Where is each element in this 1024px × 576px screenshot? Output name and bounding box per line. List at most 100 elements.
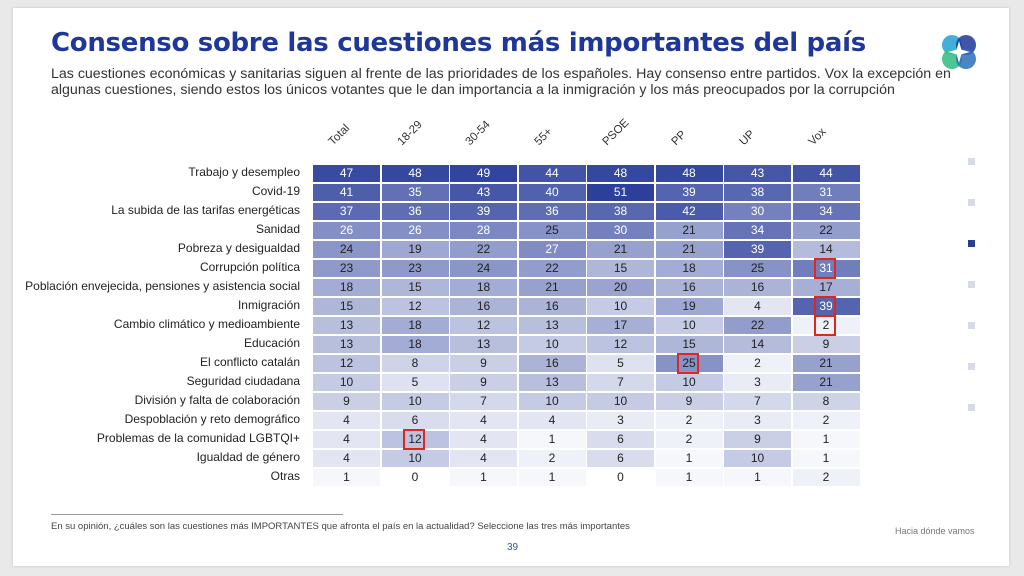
page-number: 39 xyxy=(507,542,519,553)
heatmap-cell: 12 xyxy=(313,355,380,372)
heatmap-cell: 26 xyxy=(381,222,449,239)
heatmap-cell: 39 xyxy=(724,241,791,258)
row-label: División y falta de colaboración xyxy=(134,393,300,407)
heatmap-cell: 21 xyxy=(655,222,723,239)
heatmap-cell: 20 xyxy=(587,279,654,296)
heatmap-cell: 8 xyxy=(792,393,860,410)
heatmap-cell: 13 xyxy=(313,317,380,334)
heatmap-cell: 21 xyxy=(655,241,723,258)
heatmap-cell: 42 xyxy=(655,203,723,220)
heatmap-cell: 26 xyxy=(313,222,380,239)
column-header: Total xyxy=(326,122,353,148)
heatmap-cell: 10 xyxy=(313,374,380,391)
heatmap-cell: 31 xyxy=(792,184,860,201)
heatmap-cell: 39 xyxy=(792,298,860,315)
heatmap-cell: 2 xyxy=(655,431,723,448)
heatmap-cell: 5 xyxy=(587,355,654,372)
heatmap-cell: 27 xyxy=(518,241,586,258)
heatmap-cell: 12 xyxy=(381,431,449,448)
row-label: Inmigración xyxy=(237,298,300,312)
heatmap-cell: 25 xyxy=(655,355,723,372)
heatmap-cell: 38 xyxy=(724,184,791,201)
heatmap-cell: 6 xyxy=(587,450,654,467)
nav-dot[interactable] xyxy=(968,158,975,165)
heatmap-cell: 47 xyxy=(313,165,380,182)
heatmap-cell: 7 xyxy=(587,374,654,391)
heatmap-cell: 41 xyxy=(313,184,380,201)
heatmap-cell: 1 xyxy=(655,450,723,467)
footnote-divider xyxy=(51,514,343,515)
heatmap-cell: 4 xyxy=(450,450,517,467)
heatmap-cell: 21 xyxy=(587,241,654,258)
heatmap-cell: 18 xyxy=(381,317,449,334)
slide: Consenso sobre las cuestiones más import… xyxy=(13,8,1009,566)
heatmap-cell: 1 xyxy=(518,431,586,448)
nav-dot[interactable] xyxy=(968,240,975,247)
heatmap-cell: 14 xyxy=(724,336,791,353)
heatmap-cell: 37 xyxy=(313,203,380,220)
heatmap-cell: 1 xyxy=(313,469,380,486)
nav-dot[interactable] xyxy=(968,199,975,206)
row-label: Covid-19 xyxy=(251,184,300,198)
heatmap-cell: 2 xyxy=(655,412,723,429)
heatmap-cell: 15 xyxy=(587,260,654,277)
heatmap-cell: 17 xyxy=(792,279,860,296)
nav-dot[interactable] xyxy=(968,404,975,411)
heatmap-cell: 28 xyxy=(450,222,517,239)
heatmap-cell: 25 xyxy=(518,222,586,239)
heatmap-cell: 13 xyxy=(518,374,586,391)
heatmap-cell: 43 xyxy=(450,184,517,201)
heatmap-cell: 30 xyxy=(587,222,654,239)
heatmap-cell: 9 xyxy=(655,393,723,410)
row-label: Trabajo y desempleo xyxy=(188,165,300,179)
footnote: En su opinión, ¿cuáles son las cuestione… xyxy=(51,521,630,532)
row-label: Problemas de la comunidad LGBTQI+ xyxy=(96,431,300,445)
heatmap-cell: 22 xyxy=(518,260,586,277)
row-label: Educación xyxy=(243,336,300,350)
heatmap-cell: 25 xyxy=(724,260,791,277)
heatmap-cell: 22 xyxy=(792,222,860,239)
heatmap-cell: 36 xyxy=(381,203,449,220)
heatmap-cell: 13 xyxy=(313,336,380,353)
heatmap-cell: 18 xyxy=(450,279,517,296)
heatmap-cell: 12 xyxy=(381,298,449,315)
heatmap-cell: 48 xyxy=(381,165,449,182)
heatmap-cell: 12 xyxy=(450,317,517,334)
nav-dot[interactable] xyxy=(968,363,975,370)
column-header: UP xyxy=(737,128,758,148)
heatmap-cell: 2 xyxy=(792,317,860,334)
heatmap-cell: 7 xyxy=(450,393,517,410)
heatmap-cell: 2 xyxy=(518,450,586,467)
heatmap-cell: 6 xyxy=(381,412,449,429)
heatmap-cell: 16 xyxy=(518,355,586,372)
highlight-box xyxy=(813,315,836,336)
heatmap-cell: 10 xyxy=(724,450,791,467)
heatmap-cell: 21 xyxy=(792,374,860,391)
heatmap-cell: 49 xyxy=(450,165,517,182)
heatmap-cell: 10 xyxy=(518,393,586,410)
column-header: 30-54 xyxy=(463,118,493,148)
nav-dot[interactable] xyxy=(968,281,975,288)
highlight-box xyxy=(676,353,699,374)
nav-dot[interactable] xyxy=(968,322,975,329)
heatmap-cell: 2 xyxy=(792,469,860,486)
heatmap-cell: 7 xyxy=(724,393,791,410)
heatmap-cell: 5 xyxy=(381,374,449,391)
heatmap-cell: 14 xyxy=(792,241,860,258)
row-label: Pobreza y desigualdad xyxy=(177,241,300,255)
heatmap-cell: 35 xyxy=(381,184,449,201)
heatmap-cell: 10 xyxy=(381,393,449,410)
heatmap-cell: 0 xyxy=(587,469,654,486)
heatmap-cell: 16 xyxy=(655,279,723,296)
heatmap-cell: 22 xyxy=(450,241,517,258)
heatmap-cell: 1 xyxy=(792,431,860,448)
heatmap-cell: 4 xyxy=(313,431,380,448)
heatmap-cell: 48 xyxy=(655,165,723,182)
page-title: Consenso sobre las cuestiones más import… xyxy=(51,28,866,58)
heatmap-cell: 3 xyxy=(724,374,791,391)
heatmap-cell: 18 xyxy=(381,336,449,353)
heatmap-cell: 15 xyxy=(313,298,380,315)
heatmap-cell: 10 xyxy=(655,374,723,391)
heatmap-cell: 9 xyxy=(450,374,517,391)
heatmap-cell: 19 xyxy=(655,298,723,315)
